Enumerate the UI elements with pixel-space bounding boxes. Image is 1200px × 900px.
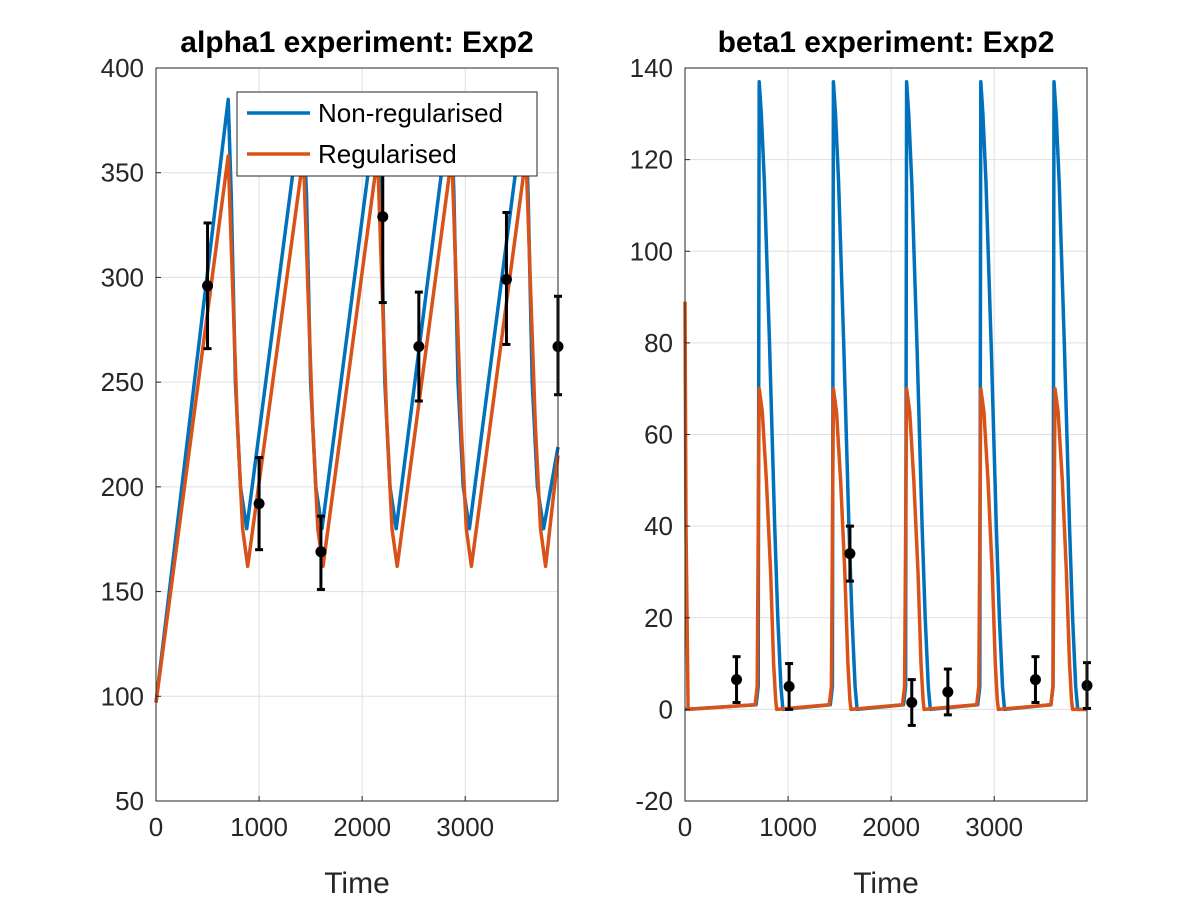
alpha1-xlabel: Time xyxy=(324,867,390,900)
beta1-ytick-label-5: 80 xyxy=(644,328,673,358)
beta1-ytick-label-0: -20 xyxy=(635,786,673,816)
alpha1-plot-area xyxy=(156,68,558,801)
beta1-ytick-label-3: 40 xyxy=(644,511,673,541)
beta1-data-point-2 xyxy=(844,548,856,560)
beta1-ytick-label-2: 20 xyxy=(644,603,673,633)
alpha1-panel: 0 1000 2000 3000 50 100 150 200 250 300 350 400 alp… xyxy=(101,26,564,900)
alpha1-ytick-label-4: 250 xyxy=(101,367,144,397)
alpha1-data-point-1 xyxy=(253,498,265,510)
alpha1-ytick-label-6: 350 xyxy=(101,158,144,188)
alpha1-xtick-label-1: 1000 xyxy=(230,812,288,842)
beta1-data-point-1 xyxy=(783,680,795,692)
legend-box xyxy=(236,91,538,177)
beta1-xtick-label-2: 2000 xyxy=(862,812,920,842)
alpha1-ytick-label-2: 150 xyxy=(101,577,144,607)
alpha1-data-point-0 xyxy=(202,280,214,292)
alpha1-title: alpha1 experiment: Exp2 xyxy=(180,26,533,59)
alpha1-data-point-5 xyxy=(500,274,512,286)
alpha1-xtick-label-0: 0 xyxy=(149,812,163,842)
legend: Non-regularised Regularised xyxy=(236,91,538,177)
beta1-title: beta1 experiment: Exp2 xyxy=(718,26,1055,59)
beta1-data-point-3 xyxy=(906,697,918,709)
beta1-xtick-label-3: 3000 xyxy=(965,812,1023,842)
beta1-series-regularised xyxy=(683,301,1087,712)
alpha1-ytick-label-0: 50 xyxy=(115,786,144,816)
beta1-series-non-regularised xyxy=(684,79,1087,712)
beta1-xtick-label-1: 1000 xyxy=(759,812,817,842)
beta1-ytick-label-7: 120 xyxy=(630,145,673,175)
alpha1-data-point-4 xyxy=(413,341,425,353)
alpha1-series-regularised xyxy=(154,154,560,703)
beta1-lines xyxy=(683,79,1087,712)
beta1-data-point-4 xyxy=(942,686,954,698)
alpha1-ytick-label-3: 200 xyxy=(101,472,144,502)
beta1-data-point-0 xyxy=(731,674,743,686)
alpha1-axes-box xyxy=(155,67,559,802)
beta1-data-point-5 xyxy=(1029,674,1041,686)
beta1-ytick-label-1: 0 xyxy=(659,694,673,724)
beta1-xlabel: Time xyxy=(853,867,919,900)
alpha1-xtick-label-2: 2000 xyxy=(333,812,391,842)
alpha1-data-point-2 xyxy=(315,546,327,558)
alpha1-ticks: 0 1000 2000 3000 50 100 150 200 250 300 350 400 xyxy=(101,53,495,842)
beta1-grid xyxy=(685,68,1087,801)
legend-regularised-label: Regularised xyxy=(318,139,457,169)
beta1-xtick-label-0: 0 xyxy=(678,812,692,842)
alpha1-data-point-3 xyxy=(377,211,389,223)
beta1-ytick-label-4: 60 xyxy=(644,420,673,450)
alpha1-ytick-label-7: 400 xyxy=(101,53,144,83)
legend-non-regularised-label: Non-regularised xyxy=(318,98,503,128)
beta1-ytick-label-8: 140 xyxy=(630,53,673,83)
beta1-ytick-label-6: 100 xyxy=(630,236,673,266)
alpha1-ytick-label-1: 100 xyxy=(101,681,144,711)
alpha1-ytick-label-5: 300 xyxy=(101,262,144,292)
alpha1-data-points xyxy=(202,129,564,591)
alpha1-xtick-label-3: 3000 xyxy=(436,812,494,842)
